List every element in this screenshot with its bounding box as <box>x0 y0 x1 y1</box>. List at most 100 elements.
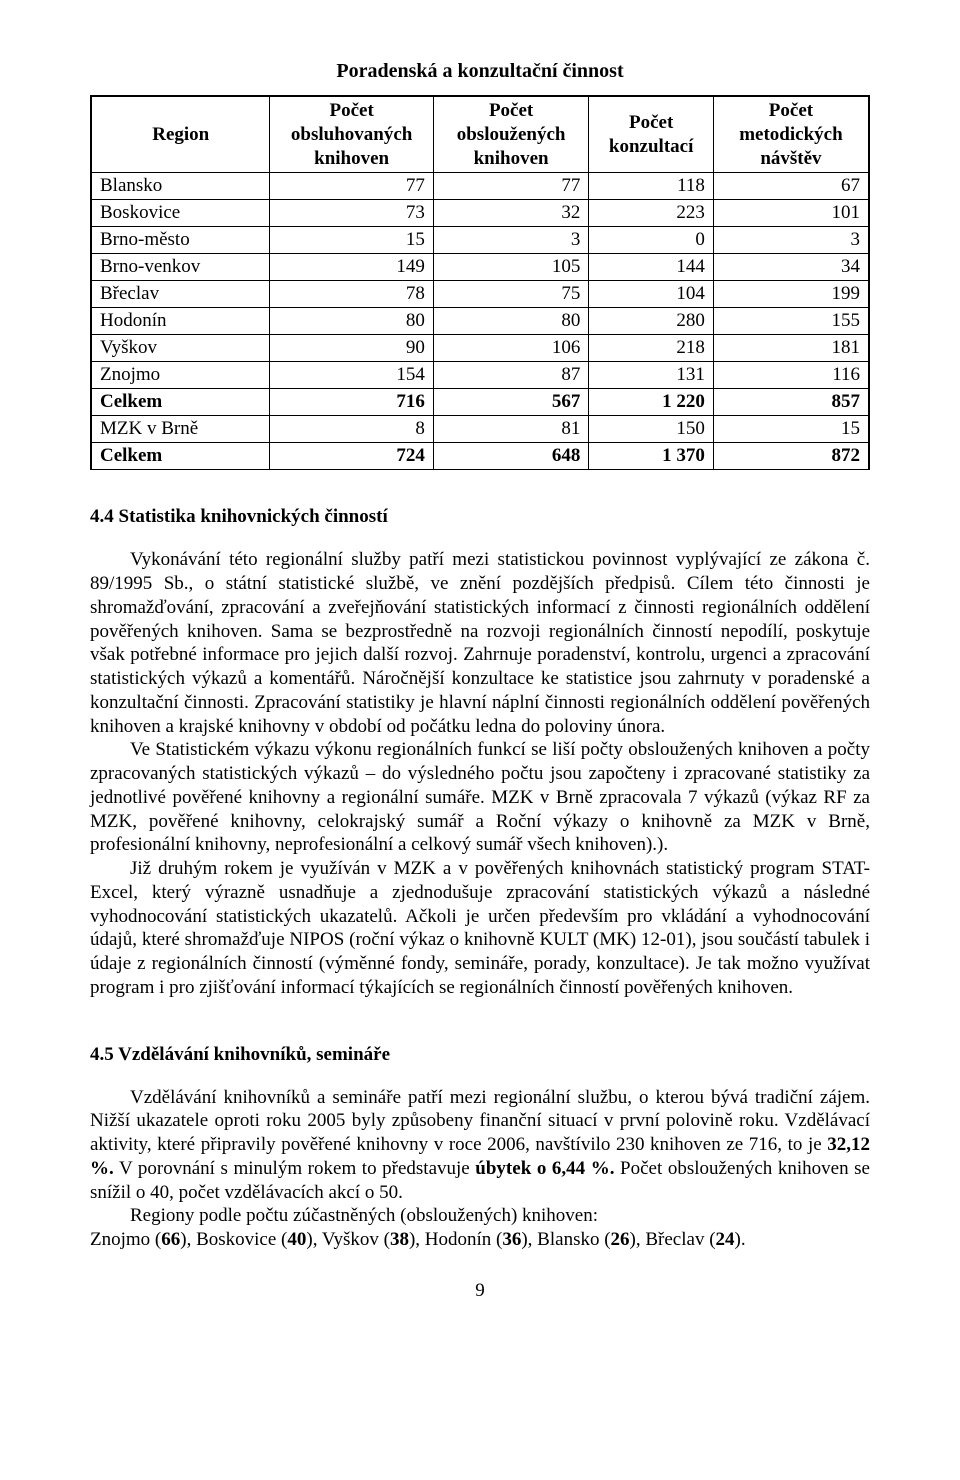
cell: 131 <box>589 362 713 389</box>
section-heading-44: 4.4 Statistika knihovnických činností <box>90 506 870 528</box>
col-visits: Počet metodických návštěv <box>713 96 869 173</box>
cell: 199 <box>713 281 869 308</box>
cell: 106 <box>433 335 589 362</box>
paragraph: Vzdělávání knihovníků a semináře patří m… <box>90 1086 870 1205</box>
cell: 218 <box>589 335 713 362</box>
page-number: 9 <box>90 1280 870 1302</box>
cell-region: Celkem <box>91 443 270 470</box>
cell: 118 <box>589 173 713 200</box>
paragraph: Již druhým rokem je využíván v MZK a v p… <box>90 857 870 1000</box>
cell: 15 <box>713 416 869 443</box>
cell: 567 <box>433 389 589 416</box>
col-region: Region <box>91 96 270 173</box>
text: ), Břeclav ( <box>630 1229 716 1250</box>
table-title: Poradenská a konzultační činnost <box>90 60 870 83</box>
cell: 1 220 <box>589 389 713 416</box>
text: ), Blansko ( <box>521 1229 610 1250</box>
cell: 32 <box>433 200 589 227</box>
paragraph: Znojmo (66), Boskovice (40), Vyškov (38)… <box>90 1228 870 1252</box>
cell: 3 <box>433 227 589 254</box>
cell: 80 <box>270 308 433 335</box>
text: Znojmo ( <box>90 1229 161 1250</box>
cell: 8 <box>270 416 433 443</box>
cell: 857 <box>713 389 869 416</box>
cell: 223 <box>589 200 713 227</box>
text: ), Hodonín ( <box>409 1229 502 1250</box>
col-serviced: Počet obsloužených knihoven <box>433 96 589 173</box>
table-grand-total-row: Celkem 724 648 1 370 872 <box>91 443 869 470</box>
table-row: Brno-město 15 3 0 3 <box>91 227 869 254</box>
cell: 15 <box>270 227 433 254</box>
table-row: Břeclav 78 75 104 199 <box>91 281 869 308</box>
cell: 280 <box>589 308 713 335</box>
cell: 150 <box>589 416 713 443</box>
cell: 87 <box>433 362 589 389</box>
text: Vzdělávání knihovníků a semináře patří m… <box>90 1087 870 1156</box>
bold-text: 38 <box>390 1229 409 1250</box>
cell: 1 370 <box>589 443 713 470</box>
cell-region: Boskovice <box>91 200 270 227</box>
cell: 101 <box>713 200 869 227</box>
cell: 77 <box>433 173 589 200</box>
cell-region: Břeclav <box>91 281 270 308</box>
cell: 648 <box>433 443 589 470</box>
cell: 144 <box>589 254 713 281</box>
cell: 77 <box>270 173 433 200</box>
cell: 0 <box>589 227 713 254</box>
cell: 724 <box>270 443 433 470</box>
table-row: Vyškov 90 106 218 181 <box>91 335 869 362</box>
cell: 116 <box>713 362 869 389</box>
section-heading-45: 4.5 Vzdělávání knihovníků, semináře <box>90 1044 870 1066</box>
cell-region: Brno-venkov <box>91 254 270 281</box>
table-row: Brno-venkov 149 105 144 34 <box>91 254 869 281</box>
cell-region: Brno-město <box>91 227 270 254</box>
text: ), Vyškov ( <box>306 1229 390 1250</box>
table-total-row: Celkem 716 567 1 220 857 <box>91 389 869 416</box>
cell: 75 <box>433 281 589 308</box>
bold-text: 36 <box>502 1229 521 1250</box>
cell: 78 <box>270 281 433 308</box>
bold-text: 26 <box>611 1229 630 1250</box>
col-served: Počet obsluhovaných knihoven <box>270 96 433 173</box>
cell-region: Hodonín <box>91 308 270 335</box>
table-row: MZK v Brně 8 81 150 15 <box>91 416 869 443</box>
table-row: Boskovice 73 32 223 101 <box>91 200 869 227</box>
data-table: Region Počet obsluhovaných knihoven Poče… <box>90 95 870 470</box>
cell: 181 <box>713 335 869 362</box>
document-page: Poradenská a konzultační činnost Region … <box>0 0 960 1342</box>
table-row: Blansko 77 77 118 67 <box>91 173 869 200</box>
text: ), Boskovice ( <box>180 1229 287 1250</box>
table-header-row: Region Počet obsluhovaných knihoven Poče… <box>91 96 869 173</box>
col-consult: Počet konzultací <box>589 96 713 173</box>
cell: 716 <box>270 389 433 416</box>
table-row: Hodonín 80 80 280 155 <box>91 308 869 335</box>
cell: 73 <box>270 200 433 227</box>
bold-text: úbytek o 6,44 %. <box>475 1158 614 1179</box>
cell: 67 <box>713 173 869 200</box>
cell: 155 <box>713 308 869 335</box>
paragraph: Regiony podle počtu zúčastněných (obslou… <box>90 1204 870 1228</box>
cell: 872 <box>713 443 869 470</box>
paragraph: Vykonávání této regionální služby patří … <box>90 548 870 738</box>
table-row: Znojmo 154 87 131 116 <box>91 362 869 389</box>
cell-region: Celkem <box>91 389 270 416</box>
cell-region: Znojmo <box>91 362 270 389</box>
bold-text: 24 <box>716 1229 735 1250</box>
cell: 90 <box>270 335 433 362</box>
cell: 3 <box>713 227 869 254</box>
cell: 105 <box>433 254 589 281</box>
cell-region: Vyškov <box>91 335 270 362</box>
paragraph: Ve Statistickém výkazu výkonu regionální… <box>90 738 870 857</box>
cell: 34 <box>713 254 869 281</box>
cell-region: Blansko <box>91 173 270 200</box>
cell: 154 <box>270 362 433 389</box>
text: ). <box>735 1229 746 1250</box>
cell-region: MZK v Brně <box>91 416 270 443</box>
bold-text: 66 <box>161 1229 180 1250</box>
cell: 81 <box>433 416 589 443</box>
text: V porovnání s minulým rokem to představu… <box>114 1158 476 1179</box>
cell: 80 <box>433 308 589 335</box>
cell: 149 <box>270 254 433 281</box>
cell: 104 <box>589 281 713 308</box>
bold-text: 40 <box>287 1229 306 1250</box>
